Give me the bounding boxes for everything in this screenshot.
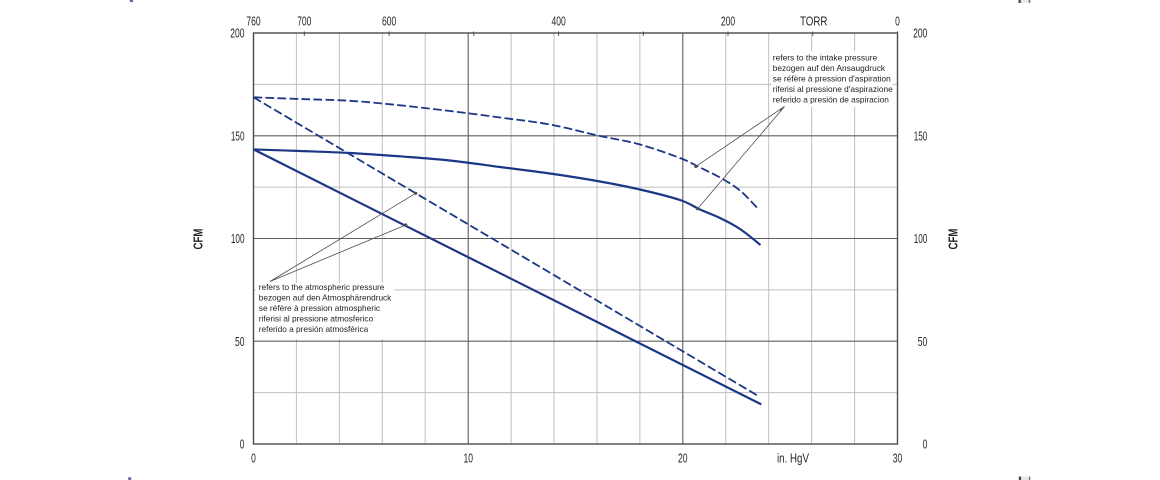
svg-text:CFM: CFM xyxy=(192,229,206,250)
svg-text:refers to the atmospheric pres: refers to the atmospheric pressure xyxy=(259,282,385,292)
svg-text:0: 0 xyxy=(923,438,928,452)
svg-text:30: 30 xyxy=(893,452,903,466)
svg-text:bezogen auf den Ansaugdruck: bezogen auf den Ansaugdruck xyxy=(773,63,886,73)
svg-text:100: 100 xyxy=(914,232,928,246)
svg-text:0: 0 xyxy=(251,452,256,466)
svg-text:TORR: TORR xyxy=(800,15,828,29)
svg-text:se réfère à pression d'aspirat: se réfère à pression d'aspiration xyxy=(773,74,891,84)
svg-text:0: 0 xyxy=(240,438,245,452)
svg-text:0: 0 xyxy=(895,15,900,29)
svg-text:bezogen auf den Atmosphärendru: bezogen auf den Atmosphärendruck xyxy=(259,292,392,302)
svg-text:760: 760 xyxy=(246,15,260,29)
svg-text:100: 100 xyxy=(231,232,245,246)
svg-text:200: 200 xyxy=(721,15,735,29)
svg-text:600: 600 xyxy=(382,15,396,29)
svg-text:20: 20 xyxy=(678,452,688,466)
svg-text:in. HgV: in. HgV xyxy=(777,452,810,466)
svg-text:150: 150 xyxy=(914,129,928,143)
svg-text:referido a presión atmosférica: referido a presión atmosférica xyxy=(259,324,369,334)
svg-text:50: 50 xyxy=(918,335,928,349)
svg-text:referido a presión de aspiraci: referido a presión de aspiracion xyxy=(773,95,889,105)
svg-text:refers to the intake pressure: refers to the intake pressure xyxy=(773,52,878,62)
svg-text:CFM: CFM xyxy=(947,229,961,250)
svg-text:700: 700 xyxy=(297,15,311,29)
svg-text:400: 400 xyxy=(552,15,566,29)
svg-text:10: 10 xyxy=(463,452,473,466)
svg-text:150: 150 xyxy=(231,129,245,143)
svg-text:50: 50 xyxy=(235,335,245,349)
svg-text:riferisi al pressione atmosfer: riferisi al pressione atmosferico xyxy=(259,314,374,324)
svg-text:se réfère à pression atmospher: se réfère à pression atmospheric xyxy=(259,303,380,313)
svg-text:riferisi al pressione d'aspira: riferisi al pressione d'aspirazione xyxy=(773,84,893,94)
svg-text:200: 200 xyxy=(913,27,927,41)
svg-text:200: 200 xyxy=(230,27,244,41)
